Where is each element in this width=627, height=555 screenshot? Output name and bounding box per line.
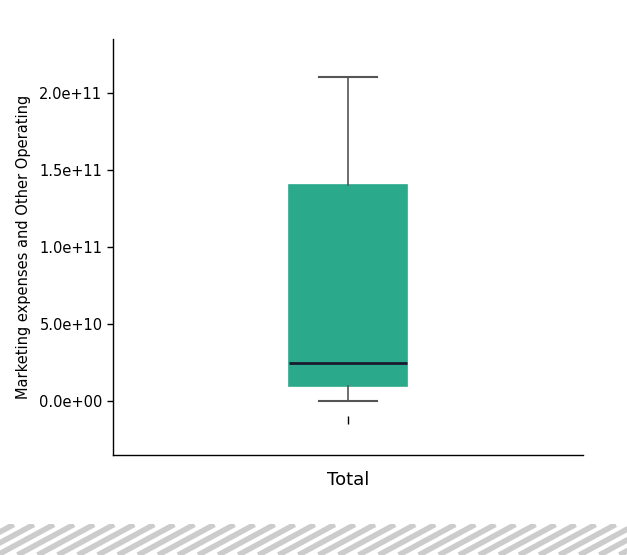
PathPatch shape <box>289 185 407 386</box>
Y-axis label: Marketing expenses and Other Operating: Marketing expenses and Other Operating <box>16 95 31 399</box>
